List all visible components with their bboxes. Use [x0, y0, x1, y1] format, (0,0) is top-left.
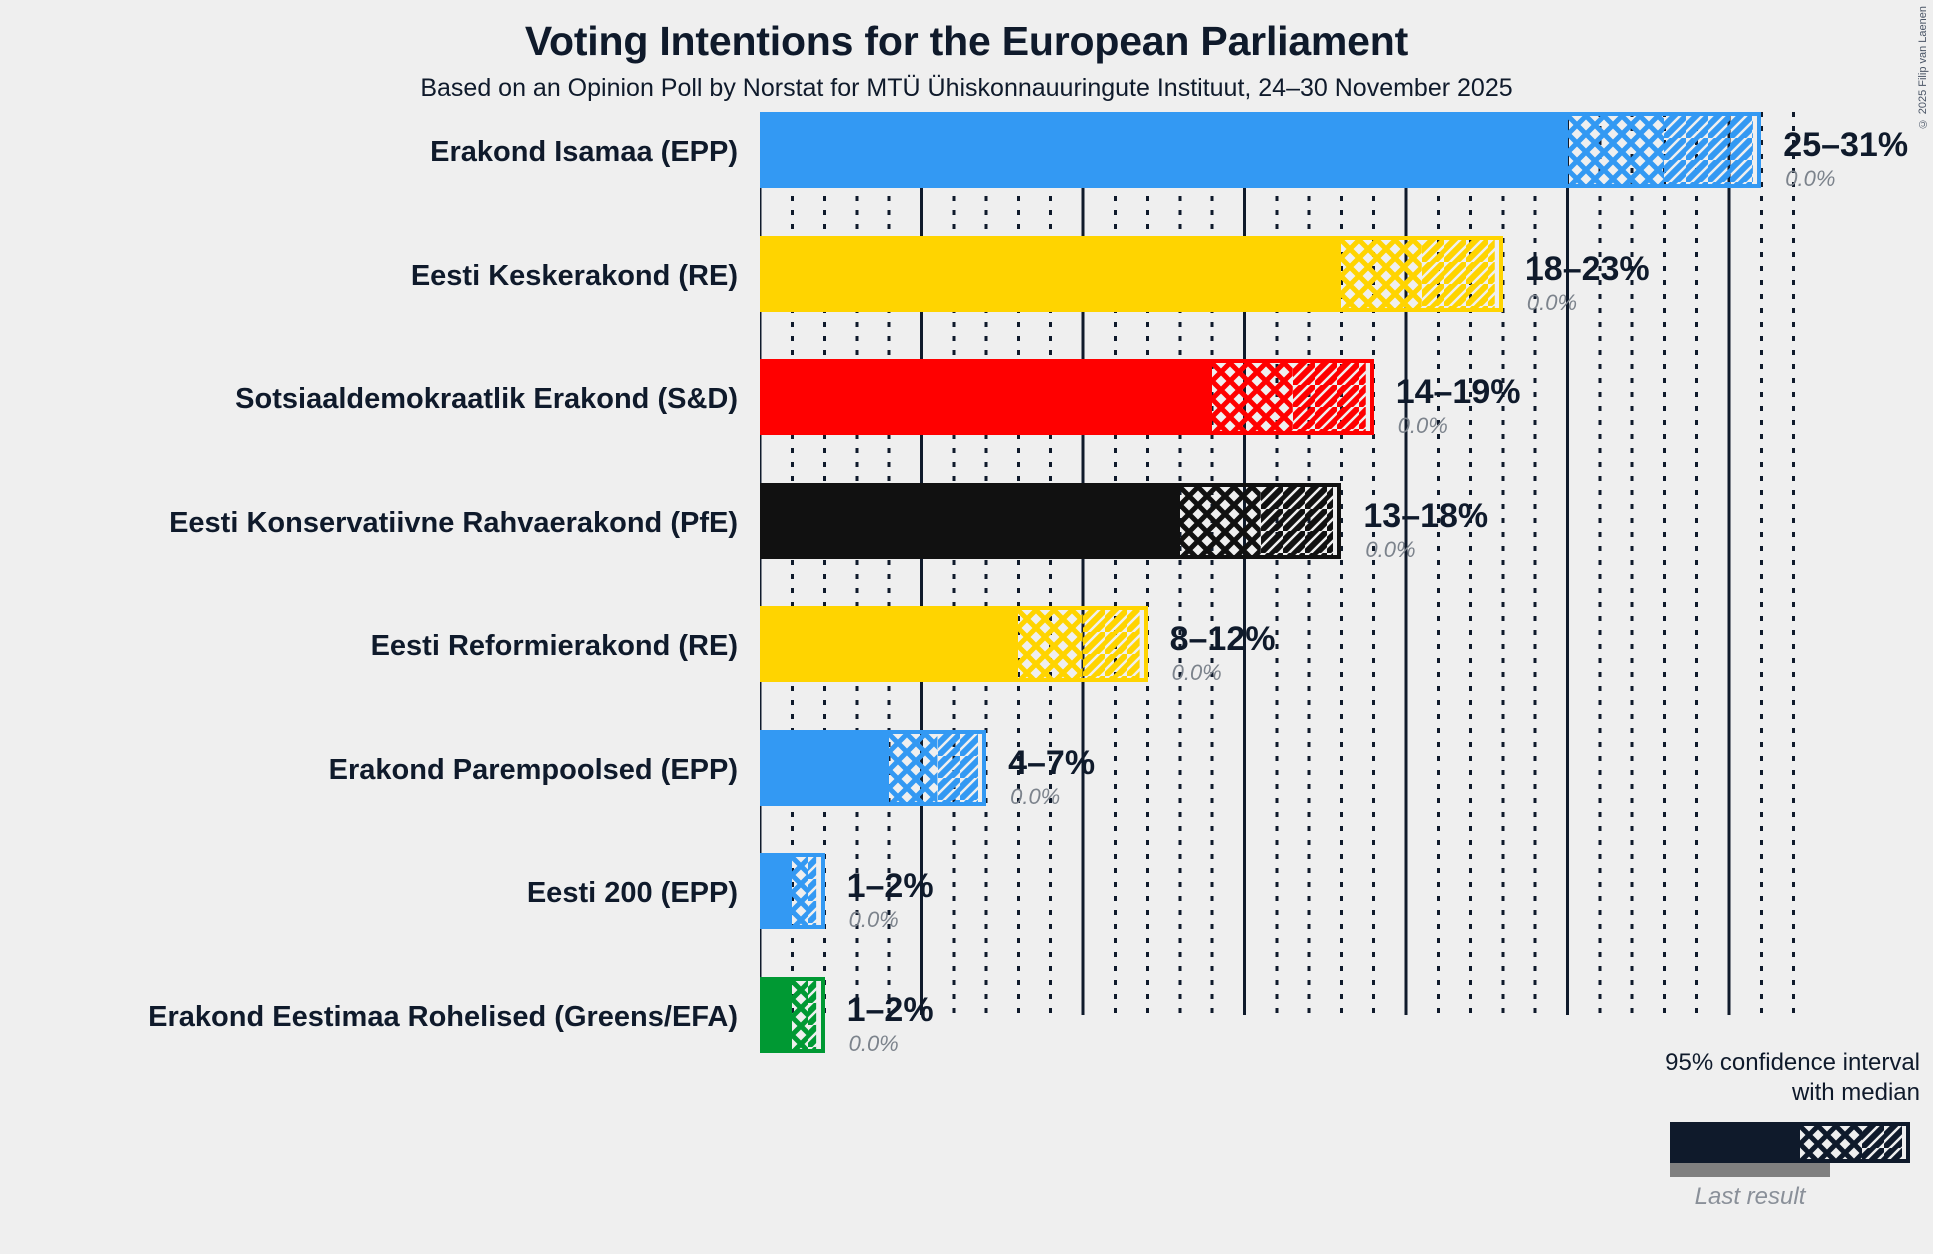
- legend-swatch: [1670, 1122, 1910, 1163]
- legend-segment-crosshatch: [1800, 1122, 1862, 1163]
- value-range-label: 25–31%: [1783, 126, 1909, 164]
- bar-segment-diagonal: [1292, 359, 1374, 435]
- page-subtitle: Based on an Opinion Poll by Norstat for …: [420, 74, 1513, 102]
- value-range-label: 1–2%: [846, 867, 934, 905]
- bar-segment-solid: [760, 112, 1568, 188]
- category-label: Eesti 200 (EPP): [526, 877, 738, 909]
- gridlines: [760, 112, 1796, 1015]
- bar-segment-solid: [760, 729, 890, 806]
- confidence-interval-bar: [760, 112, 1762, 188]
- last-result-value-label: 0.0%: [1785, 166, 1836, 191]
- bar-segment-diagonal: [1082, 606, 1148, 682]
- bar-segment-diagonal: [1664, 112, 1762, 188]
- confidence-interval-bar: [760, 359, 1374, 435]
- last-result-value-label: 0.0%: [1397, 413, 1448, 438]
- page-title: Voting Intentions for the European Parli…: [524, 18, 1409, 64]
- last-result-value-label: 0.0%: [848, 1030, 899, 1056]
- bar-segment-crosshatch: [792, 853, 809, 929]
- category-label: Erakond Eestimaa Rohelised (Greens/EFA): [148, 1000, 738, 1033]
- category-label: Erakond Parempoolsed (EPP): [328, 753, 738, 786]
- bar-segment-crosshatch: [889, 729, 938, 806]
- bar-segment-crosshatch: [792, 976, 809, 1053]
- confidence-interval-bar: [760, 853, 825, 929]
- bar-segment-solid: [760, 482, 1180, 559]
- bar-segment-solid: [760, 235, 1342, 312]
- bar-segment-solid: [760, 606, 1019, 682]
- chart-legend: 95% confidence interval with median Last…: [1600, 1048, 1920, 1211]
- confidence-interval-bar: [760, 606, 1148, 682]
- bar-segment-diagonal: [1422, 235, 1503, 312]
- legend-last-result-swatch: [1670, 1163, 1830, 1177]
- bar-segment-diagonal: [1260, 482, 1342, 559]
- category-label: Sotsiaaldemokraatlik Erakond (S&D): [235, 383, 738, 415]
- last-result-value-label: 0.0%: [1010, 783, 1061, 809]
- value-range-label: 13–18%: [1363, 496, 1489, 535]
- last-result-value-label: 0.0%: [848, 907, 899, 932]
- value-range-label: 18–23%: [1524, 249, 1650, 288]
- bar-segment-solid: [760, 359, 1213, 435]
- legend-line-2: with median: [1791, 1079, 1920, 1106]
- confidence-interval-bar: [760, 729, 987, 806]
- bar-segment-crosshatch: [1567, 112, 1665, 188]
- legend-last-result-label: Last result: [1694, 1183, 1806, 1210]
- category-label: Eesti Reformierakond (RE): [370, 630, 738, 662]
- value-range-label: 8–12%: [1169, 620, 1276, 658]
- bar-segment-diagonal: [808, 976, 825, 1053]
- category-label: Eesti Konservatiivne Rahvaerakond (PfE): [169, 506, 738, 539]
- bar-segment-crosshatch: [1018, 606, 1083, 682]
- category-label: Eesti Keskerakond (RE): [410, 259, 738, 292]
- value-range-label: 4–7%: [1008, 743, 1096, 782]
- bar-segment-crosshatch: [1341, 235, 1423, 312]
- confidence-interval-bar: [760, 482, 1342, 559]
- bar-segment-crosshatch: [1179, 482, 1261, 559]
- last-result-value-label: 0.0%: [1365, 536, 1416, 562]
- plot-area: 25–31% 0.0% 18–23% 0.0% 14–19% 0.0% 13–18% 0.0%…: [760, 112, 1933, 1254]
- bar-segment-diagonal: [808, 853, 825, 929]
- legend-line-1: 95% confidence interval: [1665, 1049, 1920, 1076]
- bar-segment-diagonal: [937, 729, 987, 806]
- confidence-interval-bar: [760, 976, 825, 1053]
- confidence-interval-bar: [760, 235, 1503, 312]
- legend-segment-diagonal: [1862, 1122, 1910, 1163]
- last-result-value-label: 0.0%: [1526, 289, 1578, 315]
- value-range-label: 1–2%: [846, 990, 934, 1029]
- last-result-value-label: 0.0%: [1171, 660, 1222, 685]
- value-range-label: 14–19%: [1395, 373, 1521, 411]
- bar-segment-solid: [760, 853, 793, 929]
- category-label: Erakond Isamaa (EPP): [430, 136, 738, 168]
- bar-segment-solid: [760, 976, 793, 1053]
- copyright-notice: © 2025 Filip van Laenen: [1917, 6, 1929, 130]
- legend-segment-solid: [1670, 1122, 1800, 1163]
- bar-segment-crosshatch: [1212, 359, 1293, 435]
